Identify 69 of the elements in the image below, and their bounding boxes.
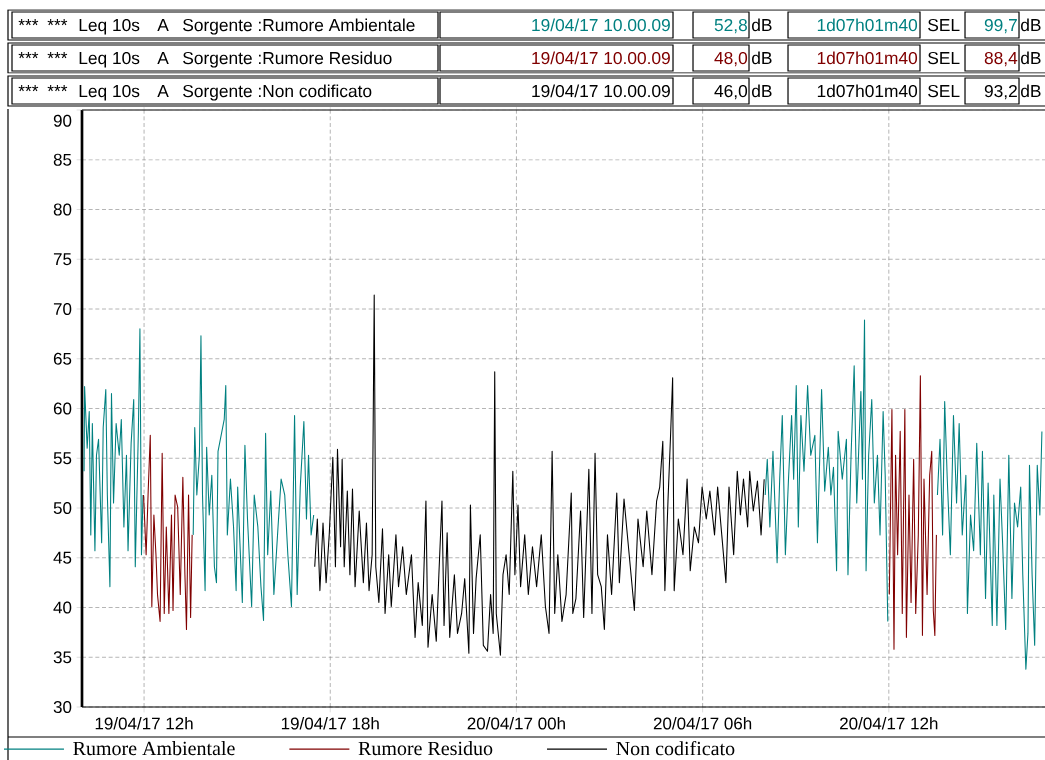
y-tick-label: 30 xyxy=(53,700,72,714)
text: Sorgente :Rumore Residuo xyxy=(183,51,392,68)
text: dB xyxy=(1021,84,1041,98)
text: * xyxy=(47,52,54,59)
text: * xyxy=(25,85,32,92)
text: 19/04/17 10.00.09 xyxy=(532,84,670,98)
text: Sorgente :Non codificato xyxy=(183,84,372,101)
text: * xyxy=(25,19,32,26)
y-tick-label: 50 xyxy=(53,501,72,515)
text: Leq 10s xyxy=(79,18,140,35)
text: * xyxy=(47,85,54,92)
text: * xyxy=(47,19,54,26)
y-tick-label: 60 xyxy=(53,402,72,415)
y-tick-label: 55 xyxy=(53,452,72,465)
text: dB xyxy=(1021,18,1041,32)
text: 88,4 xyxy=(984,51,1018,67)
text: * xyxy=(61,85,68,92)
x-tick-label: 20/04/17 00h xyxy=(467,717,565,730)
text: * xyxy=(32,85,39,92)
legend-label: Non codificato xyxy=(616,741,735,756)
text: Sorgente :Rumore Ambientale xyxy=(183,18,415,35)
text: * xyxy=(18,52,25,59)
text: 99,7 xyxy=(984,18,1017,34)
y-tick-label: 45 xyxy=(53,551,72,564)
text: 1d07h01m40 xyxy=(817,84,918,98)
y-tick-label: 75 xyxy=(53,253,72,266)
text: dB xyxy=(752,18,772,32)
text: A xyxy=(157,52,169,64)
legend-label: Rumore Residuo xyxy=(358,741,493,756)
text: SEL xyxy=(928,51,960,65)
text: * xyxy=(54,52,61,59)
y-tick-label: 70 xyxy=(53,302,72,316)
text: 48,0 xyxy=(714,51,748,67)
y-tick-label: 65 xyxy=(53,352,72,365)
text: * xyxy=(54,19,61,26)
text: SEL xyxy=(928,18,960,32)
text: * xyxy=(18,85,25,92)
y-tick-label: 90 xyxy=(53,114,72,127)
x-tick-label: 19/04/17 12h xyxy=(95,717,193,730)
text: dB xyxy=(1021,51,1041,65)
text: * xyxy=(25,52,32,59)
x-tick-label: 20/04/17 06h xyxy=(653,717,752,730)
text: * xyxy=(61,52,68,59)
y-tick-label: 80 xyxy=(53,203,72,216)
text: 1d07h01m40 xyxy=(817,18,918,32)
y-tick-label: 40 xyxy=(53,601,72,614)
text: A xyxy=(157,85,169,97)
text: Leq 10s xyxy=(79,84,140,101)
text: 52,8 xyxy=(714,18,747,34)
text: dB xyxy=(752,51,772,65)
text: * xyxy=(32,19,39,26)
text: SEL xyxy=(928,84,960,98)
y-tick-label: 35 xyxy=(53,651,72,664)
text: * xyxy=(18,19,25,26)
legend-label: Rumore Ambientale xyxy=(73,741,235,756)
text: * xyxy=(61,19,68,26)
text: Leq 10s xyxy=(79,51,140,68)
text: 19/04/17 10.00.09 xyxy=(532,18,670,32)
text: 93,2 xyxy=(984,84,1017,100)
text: * xyxy=(54,85,61,92)
y-tick-label: 85 xyxy=(53,153,72,166)
text: * xyxy=(32,52,39,59)
x-tick-label: 19/04/17 18h xyxy=(281,717,379,730)
text: 1d07h01m40 xyxy=(817,51,918,65)
text: A xyxy=(157,19,169,31)
text: dB xyxy=(752,84,772,98)
text: 19/04/17 10.00.09 xyxy=(532,51,670,65)
x-tick-label: 20/04/17 12h xyxy=(840,717,938,730)
text: 46,0 xyxy=(714,84,748,100)
